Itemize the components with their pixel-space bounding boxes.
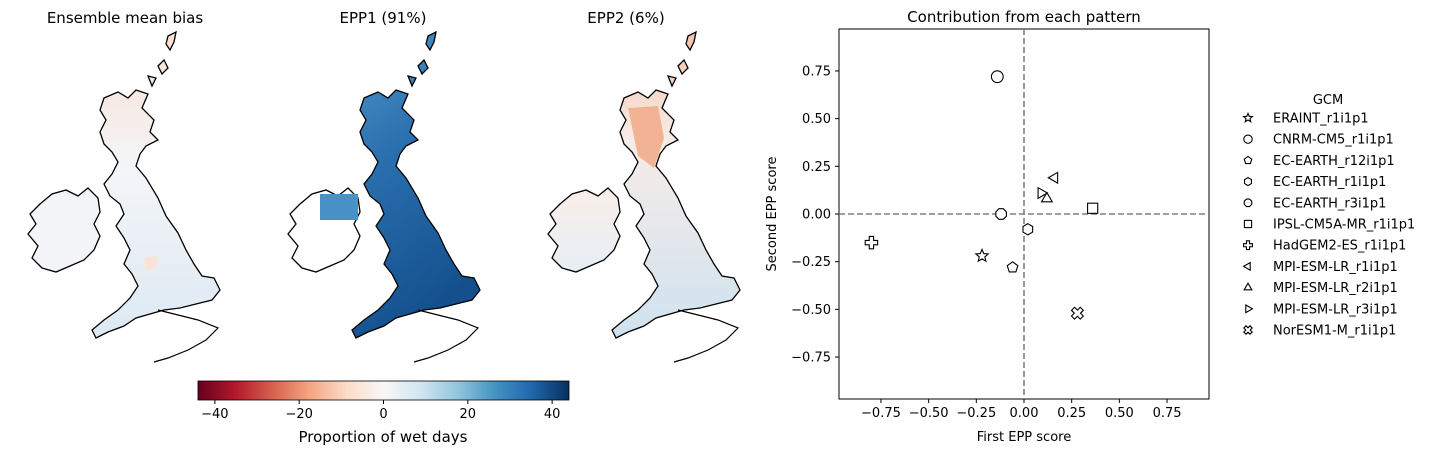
map-panel-epp1: EPP1 (91%) — [287, 9, 481, 363]
map-panels: Ensemble mean bias EPP1 (91%) — [27, 9, 741, 363]
legend-label: CNRM-CM5_r1i1p1 — [1273, 133, 1394, 148]
legend-marker-mpi-esm-lr-r3i1p1 — [1245, 304, 1254, 314]
y-tick-label: −0.25 — [791, 255, 831, 270]
colorbar-tick-label: 0 — [379, 407, 387, 422]
x-tick-label: 0.00 — [1010, 406, 1039, 421]
legend-label: EC-EARTH_r12i1p1 — [1273, 154, 1395, 169]
legend-marker-noresm1-m-r1i1p1 — [1243, 325, 1253, 335]
colorbar-tick-label: 40 — [544, 407, 561, 422]
colorbar-ticks: −40 −20 0 20 40 — [201, 400, 560, 422]
point-cnrm-cm5-r1i1p1 — [990, 70, 1004, 84]
point-mpi-esm-lr-r2i1p1 — [1040, 191, 1054, 203]
legend-label: MPI-ESM-LR_r3i1p1 — [1273, 302, 1398, 317]
point-mpi-esm-lr-r1i1p1 — [1047, 171, 1059, 185]
y-tick-label: 0.50 — [802, 112, 831, 127]
legend-label: EC-EARTH_r1i1p1 — [1273, 175, 1386, 190]
legend: GCM ERAINT_r1i1p1 CNRM-CM5_r1i1p1 EC-EARTH… — [1242, 93, 1415, 339]
legend-title: GCM — [1313, 93, 1343, 108]
map-title-3: EPP2 (6%) — [587, 9, 664, 27]
x-tick-label: −0.50 — [909, 406, 949, 421]
x-tick-label: 0.50 — [1105, 406, 1134, 421]
colorbar: −40 −20 0 20 40 Proportion of wet days — [197, 380, 570, 446]
y-axis-ticks: −0.75 −0.50 −0.25 0.00 0.25 0.50 0.75 — [791, 64, 839, 366]
colorbar-gradient — [197, 380, 570, 401]
legend-label: HadGEM2-ES_r1i1p1 — [1273, 239, 1406, 254]
point-ec-earth-r12i1p1 — [1006, 261, 1019, 273]
legend-marker-mpi-esm-lr-r1i1p1 — [1242, 261, 1251, 272]
point-mpi-esm-lr-r3i1p1 — [1037, 186, 1049, 200]
legend-items: ERAINT_r1i1p1 CNRM-CM5_r1i1p1 EC-EARTH_r12… — [1242, 112, 1415, 339]
legend-marker-ec-earth-r3i1p1 — [1243, 198, 1253, 208]
data-points — [864, 70, 1099, 320]
point-ec-earth-r1i1p1 — [1022, 223, 1034, 236]
y-tick-label: 0.25 — [802, 160, 831, 175]
legend-label: ERAINT_r1i1p1 — [1273, 112, 1369, 127]
legend-label: IPSL-CM5A-MR_r1i1p1 — [1273, 218, 1415, 233]
x-tick-label: 0.75 — [1153, 406, 1182, 421]
x-axis-label: First EPP score — [977, 430, 1071, 445]
point-ec-earth-r3i1p1 — [995, 208, 1007, 220]
x-tick-label: 0.25 — [1057, 406, 1086, 421]
y-axis-label: Second EPP score — [765, 157, 780, 272]
x-tick-label: −0.25 — [956, 406, 996, 421]
legend-label: EC-EARTH_r3i1p1 — [1273, 196, 1386, 211]
point-noresm1-m-r1i1p1 — [1070, 306, 1085, 320]
point-ipsl-cm5a-mr-r1i1p1 — [1087, 202, 1099, 214]
map-title-2: EPP1 (91%) — [340, 9, 427, 27]
point-eraint-r1i1p1 — [974, 248, 990, 263]
colorbar-label: Proportion of wet days — [299, 428, 468, 446]
colorbar-tick-label: 20 — [460, 407, 477, 422]
y-tick-label: −0.75 — [791, 351, 831, 366]
legend-marker-cnrm-cm5-r1i1p1 — [1243, 134, 1253, 144]
map-panel-ensemble-mean-bias: Ensemble mean bias — [27, 9, 221, 363]
map-title-1: Ensemble mean bias — [47, 9, 204, 27]
point-hadgem2-es-r1i1p1 — [864, 235, 879, 250]
legend-marker-hadgem2-es-r1i1p1 — [1243, 240, 1253, 251]
map-panel-epp2: EPP2 (6%) — [547, 9, 741, 363]
colorbar-tick-label: −20 — [285, 407, 312, 422]
legend-marker-eraint-r1i1p1 — [1242, 111, 1254, 123]
y-tick-label: −0.50 — [791, 303, 831, 318]
legend-marker-mpi-esm-lr-r2i1p1 — [1243, 282, 1253, 291]
y-tick-label: 0.00 — [802, 208, 831, 223]
x-axis-ticks: −0.75 −0.50 −0.25 0.00 0.25 0.50 0.75 — [861, 399, 1182, 421]
chart-title: Contribution from each pattern — [907, 8, 1141, 26]
y-tick-label: 0.75 — [802, 64, 831, 79]
legend-marker-ec-earth-r1i1p1 — [1244, 177, 1252, 187]
reference-lines — [839, 29, 1209, 399]
legend-label: MPI-ESM-LR_r2i1p1 — [1273, 281, 1398, 296]
x-tick-label: −0.75 — [861, 406, 901, 421]
colorbar-tick-label: −40 — [201, 407, 228, 422]
legend-label: MPI-ESM-LR_r1i1p1 — [1273, 260, 1398, 275]
map-epp2 — [547, 31, 741, 363]
map-ensemble-mean-bias — [27, 31, 221, 363]
legend-label: NorESM1-M_r1i1p1 — [1273, 324, 1396, 339]
legend-marker-ipsl-cm5a-mr-r1i1p1 — [1243, 219, 1253, 229]
scatter-chart: Contribution from each pattern −0.75 −0.5… — [765, 8, 1210, 445]
map-epp1 — [287, 31, 481, 363]
legend-marker-ec-earth-r12i1p1 — [1243, 155, 1253, 165]
